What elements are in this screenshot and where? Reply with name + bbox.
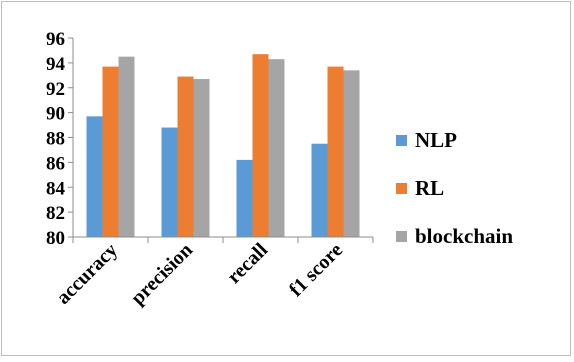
chart-frame: 80 82 84 86 88 90 92 94 96 accuracy precision reca…	[1, 1, 571, 356]
bar-blockchain	[268, 59, 285, 237]
y-tick-label: 80	[46, 228, 65, 249]
x-tick-label: recall	[223, 239, 272, 288]
axes	[68, 37, 374, 243]
legend-label-rl: RL	[415, 176, 444, 200]
legend-label-blockchain: blockchain	[415, 224, 513, 248]
bar-blockchain	[118, 56, 135, 237]
bar-blockchain	[193, 79, 210, 237]
y-tick-label: 94	[46, 54, 66, 75]
x-axis-tick-labels: accuracy precision recall f1 score	[52, 239, 347, 310]
bar-rl	[102, 66, 119, 237]
bar-rl	[327, 66, 344, 237]
bar-rl	[252, 54, 269, 238]
legend-swatch-blockchain	[396, 231, 407, 242]
x-tick-label: precision	[127, 239, 197, 309]
y-tick-label: 86	[46, 153, 65, 174]
bar-rl	[177, 76, 194, 238]
y-axis-tick-labels: 80 82 84 86 88 90 92 94 96	[46, 29, 66, 249]
x-tick-label: accuracy	[52, 239, 122, 309]
bar-nlp	[161, 127, 178, 237]
bar-blockchain	[343, 70, 360, 238]
y-tick-label: 82	[46, 203, 65, 224]
y-tick-label: 96	[46, 29, 65, 50]
bar-chart: 80 82 84 86 88 90 92 94 96 accuracy precision reca…	[46, 29, 513, 310]
y-tick-label: 88	[46, 129, 65, 150]
bar-nlp	[86, 116, 103, 237]
y-tick-label: 84	[46, 178, 66, 199]
legend-label-nlp: NLP	[415, 128, 457, 152]
bar-nlp	[236, 159, 253, 237]
legend-swatch-nlp	[396, 135, 407, 146]
legend-swatch-rl	[396, 183, 407, 194]
y-tick-label: 92	[46, 79, 65, 100]
bar-nlp	[311, 143, 328, 237]
x-tick-label: f1 score	[285, 239, 347, 301]
legend: NLP RL blockchain	[396, 128, 513, 248]
y-tick-label: 90	[46, 104, 65, 125]
bars	[86, 54, 360, 238]
